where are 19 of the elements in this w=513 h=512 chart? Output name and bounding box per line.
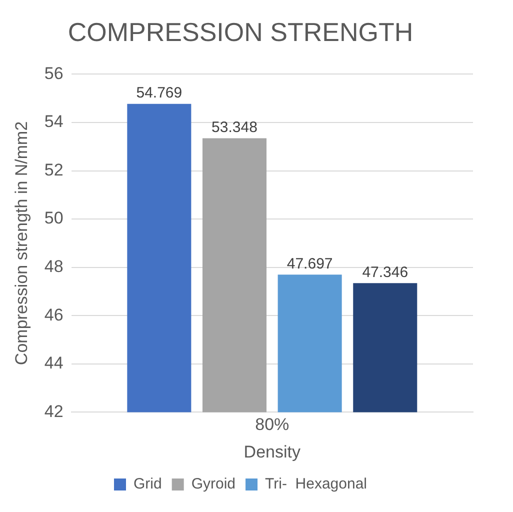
data-label: 53.348 <box>212 118 258 136</box>
y-tick-label: 48 <box>44 257 64 276</box>
data-label: 54.769 <box>136 84 182 102</box>
legend-label: Tri- Hexagonal <box>265 476 367 493</box>
y-tick-label: 56 <box>44 64 64 83</box>
y-tick-label: 44 <box>44 354 64 373</box>
y-axis-title: Compression strength in N/mm2 <box>12 121 31 366</box>
y-tick-label: 52 <box>44 160 64 180</box>
data-label: 47.346 <box>362 264 408 281</box>
y-tick-label: 54 <box>44 112 64 132</box>
chart-title: COMPRESSION STRENGTH <box>68 16 414 47</box>
x-tick-label: 80% <box>255 415 290 434</box>
y-tick-label: 46 <box>44 305 64 324</box>
legend-label: Gyroid <box>191 476 236 493</box>
y-tick-label: 42 <box>44 402 64 421</box>
legend-label: Grid <box>134 476 162 493</box>
y-tick-label: 50 <box>44 208 64 228</box>
x-axis-title: Density <box>244 442 301 462</box>
data-label: 47.697 <box>286 255 333 272</box>
